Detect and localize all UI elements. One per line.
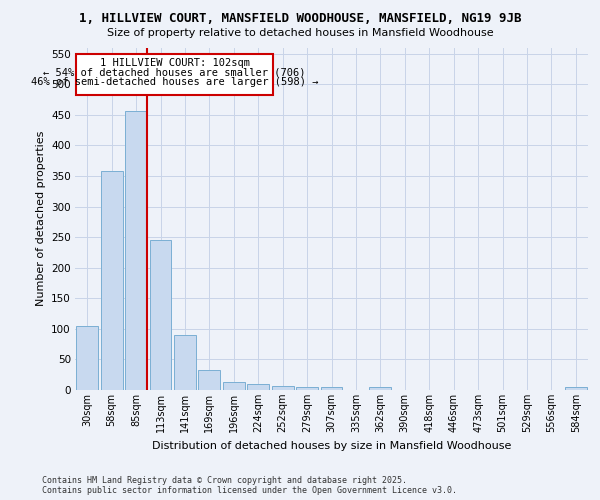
Bar [370, 387, 391, 390]
Bar [101, 171, 122, 390]
Bar [199, 370, 220, 390]
X-axis label: Distribution of detached houses by size in Mansfield Woodhouse: Distribution of detached houses by size … [152, 440, 511, 450]
Bar [272, 386, 293, 390]
Text: 1, HILLVIEW COURT, MANSFIELD WOODHOUSE, MANSFIELD, NG19 9JB: 1, HILLVIEW COURT, MANSFIELD WOODHOUSE, … [79, 12, 521, 26]
Text: 46% of semi-detached houses are larger (598) →: 46% of semi-detached houses are larger (… [31, 78, 318, 88]
Bar [76, 326, 98, 390]
Y-axis label: Number of detached properties: Number of detached properties [35, 131, 46, 306]
Text: Size of property relative to detached houses in Mansfield Woodhouse: Size of property relative to detached ho… [107, 28, 493, 38]
Text: 1 HILLVIEW COURT: 102sqm: 1 HILLVIEW COURT: 102sqm [100, 58, 250, 68]
Bar [223, 382, 245, 390]
Bar [565, 387, 587, 390]
Bar [149, 240, 172, 390]
Bar [247, 384, 269, 390]
Text: ← 54% of detached houses are smaller (706): ← 54% of detached houses are smaller (70… [43, 68, 306, 78]
Text: Contains HM Land Registry data © Crown copyright and database right 2025.
Contai: Contains HM Land Registry data © Crown c… [42, 476, 457, 495]
Bar [76, 54, 273, 94]
Bar [174, 335, 196, 390]
Bar [320, 387, 343, 390]
Bar [296, 387, 318, 390]
Bar [125, 111, 147, 390]
